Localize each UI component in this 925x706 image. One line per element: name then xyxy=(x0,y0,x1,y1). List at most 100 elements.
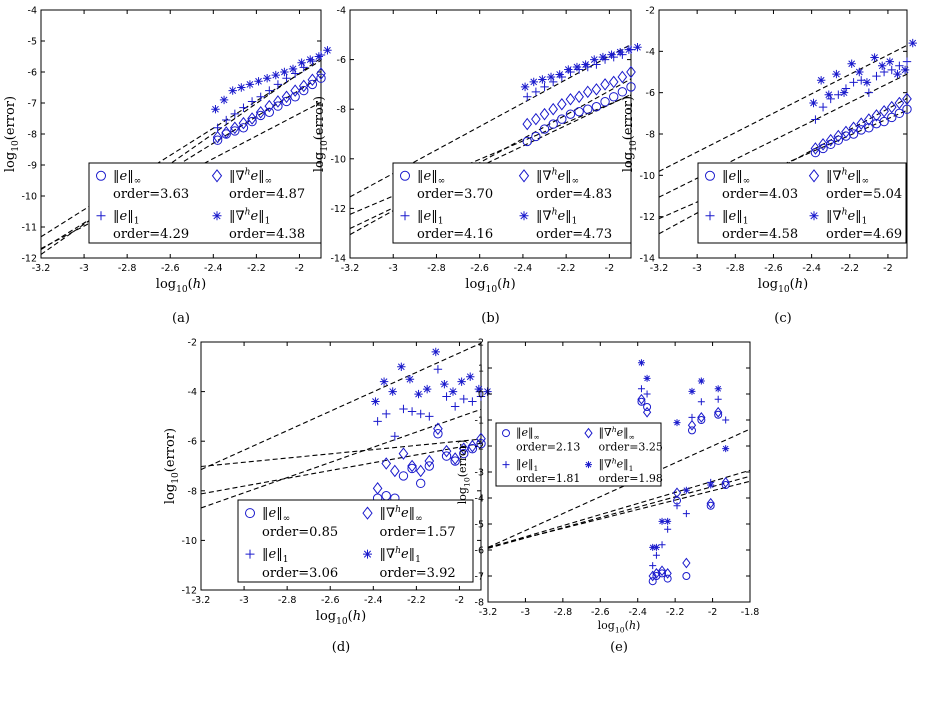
legend-order-label: order=0.85 xyxy=(262,525,338,540)
legend-series-name: ‖e‖∞ xyxy=(417,169,445,187)
marker-circle xyxy=(381,491,391,501)
y-tick-label: -5 xyxy=(28,37,37,48)
x-tick-label: -2.8 xyxy=(278,595,297,606)
x-tick-label: -2.2 xyxy=(666,607,685,618)
marker-star xyxy=(585,461,592,469)
x-tick-label: -2.8 xyxy=(118,263,137,274)
marker-star xyxy=(862,78,872,87)
marker-star xyxy=(379,377,389,386)
marker-circle xyxy=(705,170,715,181)
marker-star xyxy=(824,90,833,99)
marker-star xyxy=(323,46,332,55)
series-plus xyxy=(213,50,326,132)
marker-star xyxy=(306,55,315,64)
y-tick-label: -14 xyxy=(330,254,346,265)
marker-circle xyxy=(609,92,619,102)
marker-diamond xyxy=(856,117,867,130)
x-axis-label: log10(h) xyxy=(758,277,808,295)
marker-diamond xyxy=(600,78,610,91)
x-tick-label: -2.4 xyxy=(802,263,821,274)
marker-star xyxy=(371,397,380,406)
marker-plus xyxy=(468,397,477,406)
y-tick-label: 1 xyxy=(478,364,484,375)
marker-star xyxy=(658,517,666,525)
x-tick-label: -2.4 xyxy=(364,595,383,606)
marker-plus xyxy=(245,549,255,559)
marker-plus xyxy=(96,211,106,221)
chart-panel-a: -3.2 -3 -2.8 -2.6 -2.4 -2.2 -2 -12 -11 -10 -9 -8 -7 -… xyxy=(3,6,332,326)
x-tick-label: -3 xyxy=(79,263,88,274)
marker-diamond xyxy=(648,570,657,582)
legend-order-label: order=1.81 xyxy=(516,472,580,485)
x-tick-label: -2.6 xyxy=(161,263,180,274)
marker-star xyxy=(474,384,484,394)
marker-plus xyxy=(872,71,881,81)
marker-star xyxy=(519,211,529,221)
marker-diamond xyxy=(584,427,593,439)
marker-circle xyxy=(591,102,602,112)
legend-series-name: ‖∇he‖1 xyxy=(229,208,270,227)
marker-plus xyxy=(879,67,889,77)
legend: ‖e‖∞order=3.70‖∇he‖∞order=4.83‖e‖1order=… xyxy=(392,162,632,244)
series-diamond xyxy=(810,92,912,155)
marker-circle xyxy=(600,97,610,107)
y-tick-label: -14 xyxy=(639,254,655,265)
marker-star xyxy=(405,375,415,384)
chart-panel-b: -3.2 -3 -2.8 -2.6 -2.4 -2.2 -2 -14 -12 -10 -8 -6 -4 l… xyxy=(312,6,642,326)
series-star xyxy=(371,347,492,406)
x-axis-label: log10(h) xyxy=(465,277,515,295)
x-tick-label: -2.6 xyxy=(321,595,340,606)
marker-circle xyxy=(522,136,532,147)
marker-diamond xyxy=(886,100,897,114)
marker-circle xyxy=(648,577,657,586)
marker-diamond xyxy=(458,442,469,455)
marker-diamond xyxy=(682,557,691,569)
marker-star xyxy=(664,517,672,525)
series-diamond xyxy=(372,422,486,495)
marker-diamond xyxy=(657,565,667,577)
marker-diamond xyxy=(825,133,836,147)
fit-line xyxy=(488,469,750,549)
marker-diamond xyxy=(663,568,672,579)
marker-circle xyxy=(212,135,223,145)
y-tick-label: -4 xyxy=(28,6,37,17)
marker-diamond xyxy=(808,169,820,183)
fit-line xyxy=(488,475,750,549)
legend-series-name: ‖e‖1 xyxy=(722,209,749,227)
marker-diamond xyxy=(255,106,266,119)
marker-circle xyxy=(548,119,558,129)
marker-star xyxy=(688,387,696,395)
x-tick-label: -3 xyxy=(239,595,248,606)
marker-diamond xyxy=(273,95,283,108)
marker-plus xyxy=(664,525,672,533)
series-diamond xyxy=(637,393,730,582)
x-tick-label: -2.6 xyxy=(764,263,783,274)
legend-order-label: order=4.69 xyxy=(826,227,902,242)
marker-circle xyxy=(617,87,628,97)
marker-star xyxy=(572,62,582,72)
x-tick-label: -1.8 xyxy=(741,607,760,618)
x-tick-label: -3.2 xyxy=(650,263,669,274)
y-axis-label: log10(error) xyxy=(163,428,181,504)
fit-line xyxy=(41,59,321,238)
legend-order-label: order=1.57 xyxy=(380,525,456,540)
x-tick-label: -2 xyxy=(295,263,304,274)
marker-diamond xyxy=(518,169,530,183)
y-tick-label: -10 xyxy=(181,536,197,547)
marker-diamond xyxy=(281,90,292,104)
fit-line xyxy=(201,442,481,495)
marker-plus xyxy=(697,398,705,406)
y-tick-label: -2 xyxy=(475,442,484,453)
marker-star xyxy=(520,82,530,92)
marker-plus xyxy=(864,88,874,97)
y-tick-label: -8 xyxy=(188,486,197,497)
marker-star xyxy=(363,549,372,559)
marker-star xyxy=(615,47,625,57)
legend-series-name: ‖∇he‖1 xyxy=(826,208,867,227)
marker-diamond xyxy=(433,422,443,436)
legend-order-label: order=5.04 xyxy=(826,187,902,202)
x-axis-label: log10(h) xyxy=(156,277,206,295)
